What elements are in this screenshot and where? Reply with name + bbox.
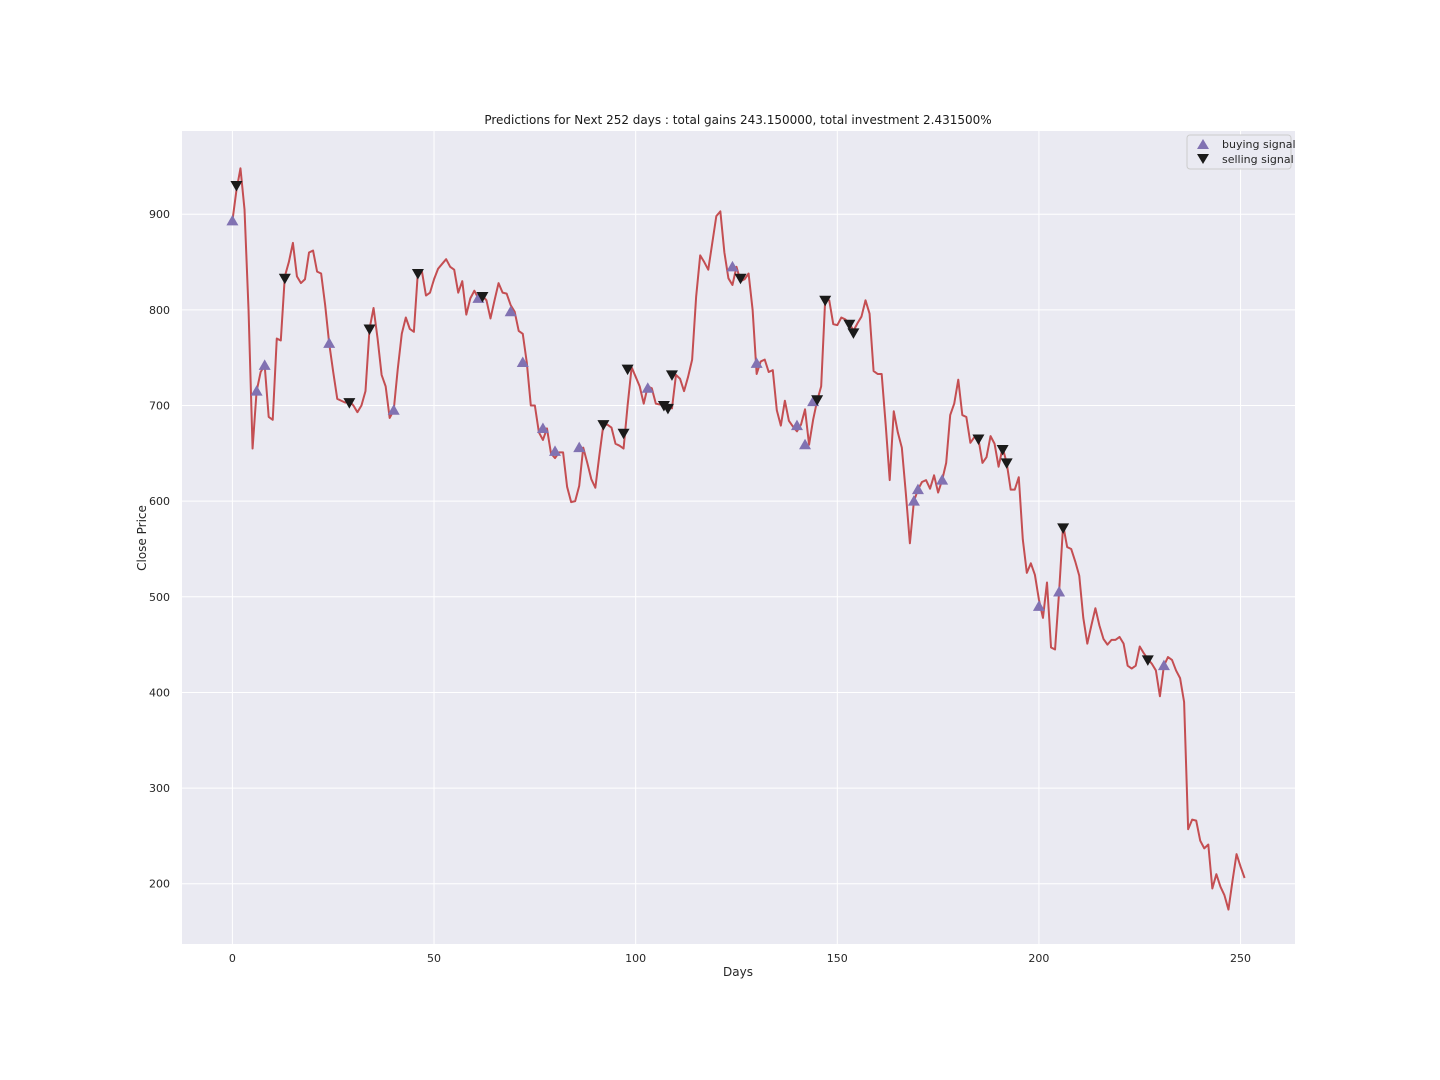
y-tick-label: 500 bbox=[149, 591, 170, 604]
buy-signal-marker bbox=[516, 356, 529, 367]
sell-signal-marker bbox=[1000, 458, 1013, 469]
plot-area bbox=[182, 131, 1295, 944]
y-tick-label: 900 bbox=[149, 208, 170, 221]
sell-signal-marker bbox=[476, 291, 489, 303]
buy-signal-marker bbox=[1053, 586, 1066, 597]
buy-signal-marker bbox=[726, 260, 739, 272]
sell-markers bbox=[230, 181, 1154, 666]
sell-signal-marker bbox=[847, 328, 860, 339]
x-tick-label: 250 bbox=[1230, 952, 1251, 965]
sell-signal-marker bbox=[278, 273, 291, 285]
sell-signal-marker bbox=[819, 295, 832, 307]
sell-signal-marker bbox=[843, 319, 856, 331]
x-axis-label: Days bbox=[723, 965, 753, 979]
buy-signal-marker bbox=[907, 495, 920, 506]
sell-signal-marker bbox=[230, 181, 243, 192]
sell-signal-marker bbox=[617, 428, 630, 440]
sell-signal-marker bbox=[996, 445, 1009, 456]
buy-signal-marker bbox=[226, 214, 239, 226]
y-tick-label: 300 bbox=[149, 782, 170, 795]
y-tick-label: 700 bbox=[149, 400, 170, 413]
x-tick-label: 100 bbox=[625, 952, 646, 965]
buy-signal-marker bbox=[1032, 600, 1045, 611]
sell-signal-marker bbox=[972, 434, 985, 445]
y-tick-label: 800 bbox=[149, 304, 170, 317]
buy-signal-marker bbox=[504, 305, 517, 317]
buy-signal-marker bbox=[911, 483, 924, 495]
sell-signal-marker bbox=[411, 269, 424, 280]
sell-signal-marker bbox=[734, 273, 747, 285]
y-tick-label: 400 bbox=[149, 686, 170, 699]
legend-buy-label: buying signal bbox=[1222, 138, 1296, 151]
chart-title: Predictions for Next 252 days : total ga… bbox=[484, 113, 991, 127]
buy-signal-marker bbox=[387, 404, 400, 415]
sell-signal-marker bbox=[665, 370, 678, 381]
buy-signal-marker bbox=[250, 385, 263, 396]
buy-signal-marker bbox=[536, 422, 549, 433]
legend-sell-label: selling signal bbox=[1222, 153, 1294, 166]
sell-signal-marker bbox=[1057, 523, 1070, 534]
x-tick-label: 50 bbox=[427, 952, 441, 965]
sell-signal-marker bbox=[343, 398, 356, 409]
buy-markers bbox=[226, 214, 1170, 671]
buy-signal-marker bbox=[323, 337, 336, 348]
y-tick-label: 200 bbox=[149, 878, 170, 891]
x-tick-label: 0 bbox=[229, 952, 236, 965]
buy-signal-marker bbox=[258, 359, 271, 370]
legend-buy-marker-icon bbox=[1197, 139, 1209, 149]
x-tick-label: 200 bbox=[1028, 952, 1049, 965]
sell-signal-marker bbox=[811, 395, 824, 406]
x-tick-labels: 0 50 100 150 200 250 bbox=[229, 952, 1251, 965]
x-tick-label: 150 bbox=[827, 952, 848, 965]
buy-signal-marker bbox=[549, 445, 562, 456]
buy-signal-marker bbox=[936, 474, 949, 485]
buy-signal-marker bbox=[1157, 659, 1170, 671]
sell-signal-marker bbox=[1141, 655, 1154, 666]
sell-signal-marker bbox=[661, 403, 674, 415]
y-tick-label: 600 bbox=[149, 495, 170, 508]
sell-signal-marker bbox=[597, 420, 610, 431]
sell-signal-marker bbox=[363, 324, 376, 335]
y-axis-label: Close Price bbox=[135, 505, 149, 571]
buy-signal-marker bbox=[641, 382, 654, 393]
legend-sell-marker-icon bbox=[1197, 154, 1209, 164]
buy-signal-marker bbox=[573, 441, 586, 453]
legend: buying signal selling signal bbox=[1186, 134, 1296, 170]
grid-lines bbox=[182, 131, 1295, 944]
sell-signal-marker bbox=[621, 364, 634, 376]
buy-signal-marker bbox=[750, 357, 763, 368]
buy-signal-marker bbox=[790, 419, 803, 431]
y-tick-labels: 200 300 400 500 600 700 800 900 bbox=[149, 208, 170, 891]
buy-signal-marker bbox=[799, 438, 812, 450]
legend-box bbox=[1186, 134, 1292, 170]
